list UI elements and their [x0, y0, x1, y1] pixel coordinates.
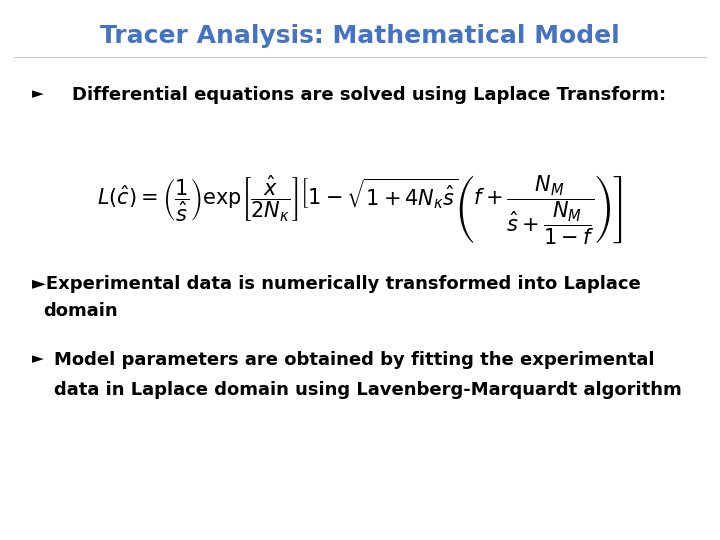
Text: ►: ►: [32, 86, 44, 102]
Text: Tracer Analysis: Mathematical Model: Tracer Analysis: Mathematical Model: [100, 24, 620, 48]
Text: ►Experimental data is numerically transformed into Laplace: ►Experimental data is numerically transf…: [32, 275, 641, 293]
Text: Model parameters are obtained by fitting the experimental: Model parameters are obtained by fitting…: [54, 351, 654, 369]
Text: $\mathit{L}(\hat{c}) = \left(\dfrac{1}{\hat{s}}\right)\mathrm{exp}\left[\dfrac{\: $\mathit{L}(\hat{c}) = \left(\dfrac{1}{\…: [97, 173, 623, 246]
Text: ►: ►: [32, 351, 44, 366]
Text: data in Laplace domain using Lavenberg-Marquardt algorithm: data in Laplace domain using Lavenberg-M…: [54, 381, 682, 399]
Text: Differential equations are solved using Laplace Transform:: Differential equations are solved using …: [72, 86, 666, 104]
Text: domain: domain: [43, 302, 118, 320]
